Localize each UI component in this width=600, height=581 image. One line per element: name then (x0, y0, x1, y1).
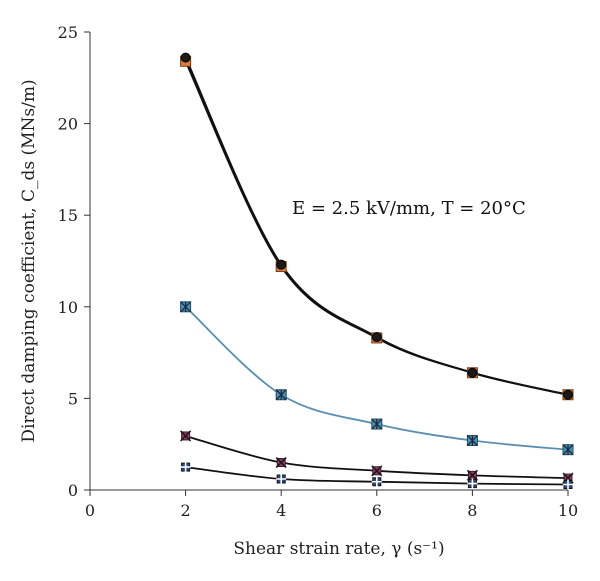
data-point (180, 301, 192, 313)
data-point (563, 389, 573, 400)
data-point (562, 444, 574, 456)
data-point (371, 332, 382, 343)
y-tick-label: 25 (58, 23, 78, 42)
x-ticks: 0 2 4 6 8 10 (85, 490, 578, 520)
x-tick-label: 2 (181, 501, 191, 520)
data-point (180, 462, 191, 473)
data-point (466, 435, 478, 447)
data-point (276, 259, 287, 270)
y-tick-label: 15 (58, 206, 78, 225)
data-point (563, 479, 573, 490)
data-point (275, 389, 287, 401)
y-tick-label: 0 (68, 481, 78, 500)
x-axis-label: Shear strain rate, γ (s⁻¹) (233, 539, 444, 559)
x-tick-label: 4 (276, 501, 286, 520)
series-3-markers (180, 301, 574, 456)
y-tick-label: 20 (58, 115, 78, 134)
x-tick-label: 10 (558, 501, 578, 520)
series-2-markers (180, 52, 573, 400)
series-4-markers (180, 430, 574, 484)
data-point (276, 474, 287, 485)
x-tick-label: 8 (467, 501, 477, 520)
series-1 (184, 60, 569, 396)
data-point (371, 465, 383, 477)
data-point (180, 52, 191, 63)
data-point (371, 476, 382, 487)
series-5-markers (180, 462, 573, 490)
data-point (466, 469, 478, 481)
data-point (467, 367, 478, 378)
x-tick-label: 0 (85, 501, 95, 520)
chart-annotation: E = 2.5 kV/mm, T = 20°C (292, 198, 526, 219)
series-group (180, 52, 574, 490)
series-line (184, 60, 569, 396)
y-axis-label: Direct damping coefficient, C_ds (MNs/m) (19, 79, 39, 442)
series-1-markers (180, 55, 574, 401)
y-ticks: 0 5 10 15 20 25 (58, 23, 90, 500)
data-point (180, 430, 192, 442)
data-point (467, 478, 478, 489)
data-point (275, 456, 287, 469)
series-line (184, 57, 569, 396)
y-tick-label: 10 (58, 298, 78, 317)
series-2 (184, 57, 569, 396)
x-tick-label: 6 (372, 501, 382, 520)
y-tick-label: 5 (68, 389, 78, 408)
axes (89, 32, 568, 491)
data-point (371, 418, 383, 430)
